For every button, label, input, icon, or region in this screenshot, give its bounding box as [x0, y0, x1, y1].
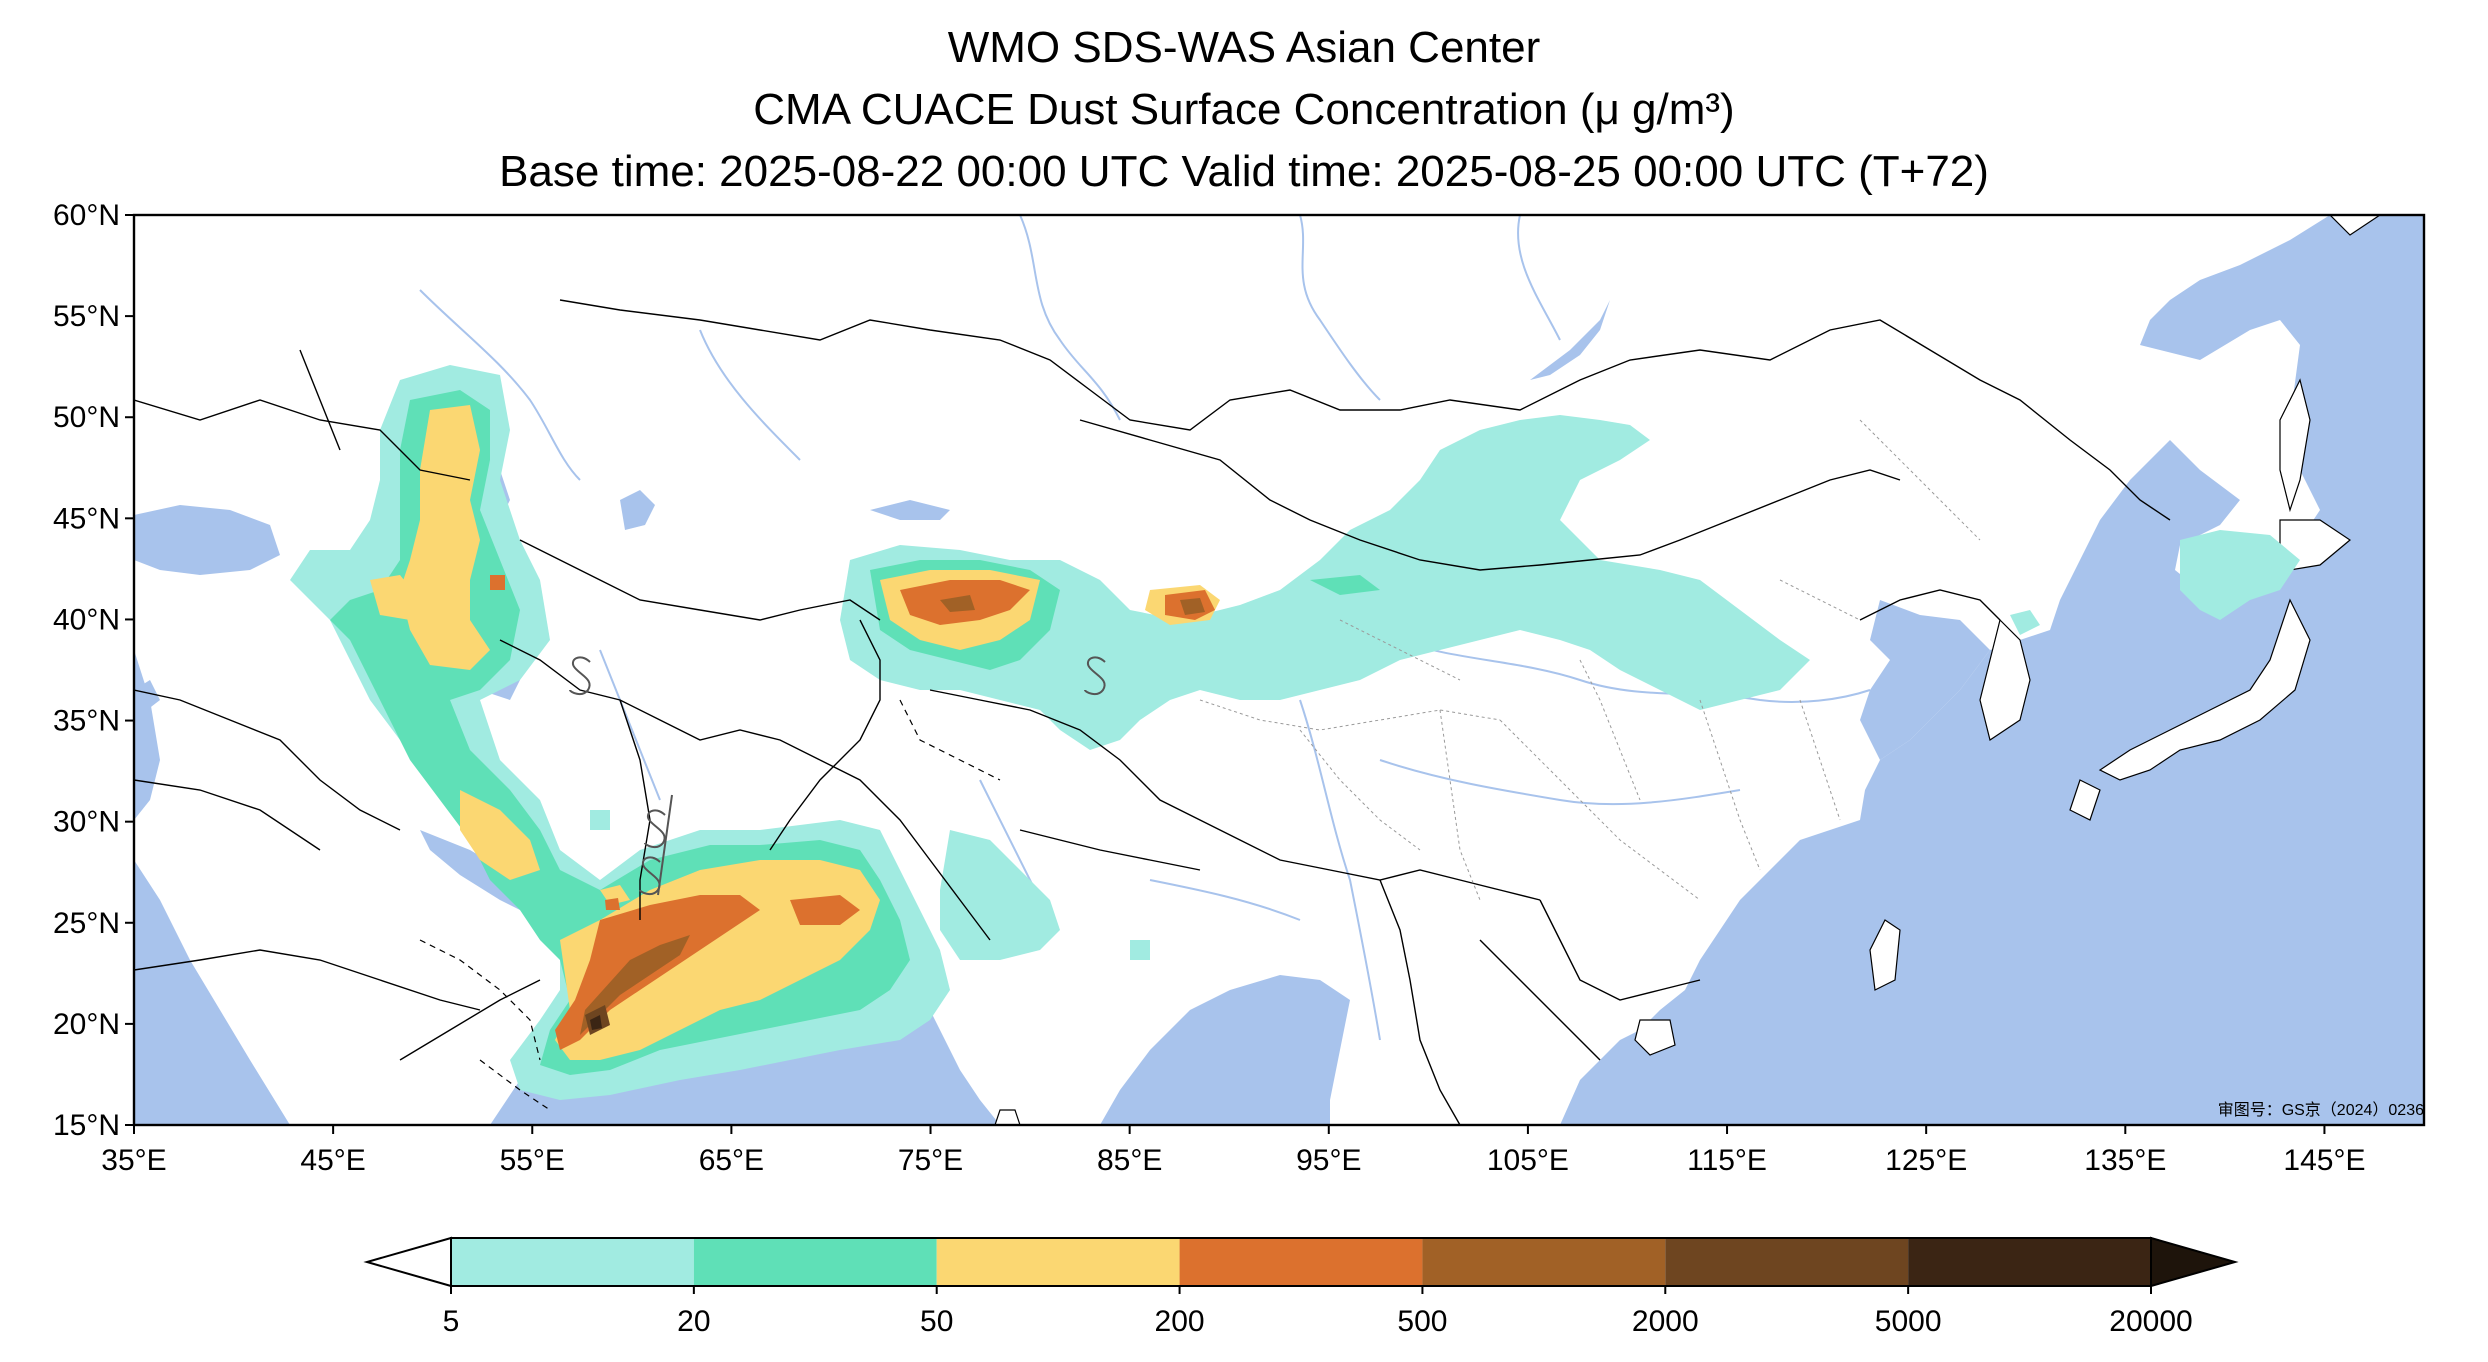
- colorbar-tick-label: 20000: [2109, 1305, 2192, 1338]
- colorbar-tick-label: 50: [920, 1305, 953, 1338]
- colorbar-tick-label: 5000: [1875, 1305, 1942, 1338]
- colorbar-cell: [1665, 1238, 1909, 1286]
- title-line-1: WMO SDS-WAS Asian Center: [947, 23, 1541, 72]
- colorbar-tick-label: 2000: [1632, 1305, 1699, 1338]
- lat-tick-label: 20°N: [53, 1008, 120, 1041]
- country-borders: [134, 299, 2171, 1125]
- lon-tick-label: 45°E: [300, 1144, 365, 1177]
- lon-tick-label: 115°E: [1687, 1144, 1767, 1177]
- south-china-sea: [1560, 1000, 1720, 1125]
- sri-lanka: [994, 1109, 1021, 1125]
- japan-kyushu: [2069, 779, 2101, 821]
- dust-contours: [290, 365, 2300, 1100]
- colorbar-cell: [1179, 1238, 1423, 1286]
- colorbar-over-arrow: [2150, 1236, 2239, 1288]
- lon-tick-label: 95°E: [1296, 1144, 1361, 1177]
- latitude-axis: 60°N 55°N 50°N 45°N 40°N 35°N 30°N 25°N 20°N 15°N: [53, 199, 134, 1142]
- islands: [994, 215, 2382, 1125]
- lon-tick-label: 105°E: [1487, 1144, 1569, 1177]
- map-frame: [132, 213, 2426, 1127]
- lon-tick-label: 125°E: [1885, 1144, 1967, 1177]
- lake-balkhash: [870, 500, 950, 520]
- lat-tick-label: 45°N: [53, 502, 120, 535]
- lat-tick-label: 60°N: [53, 199, 120, 232]
- bay-of-bengal: [1100, 975, 1350, 1125]
- colorbar-cell: [451, 1238, 694, 1286]
- rivers: [419, 215, 1871, 1041]
- colorbar-tick-label: 500: [1397, 1305, 1447, 1338]
- dust-level-500-2000: [580, 595, 1205, 1035]
- kamchatka-tip: [2329, 215, 2382, 236]
- taiwan: [1869, 919, 1901, 991]
- colorbar-tick-label: 5: [443, 1305, 460, 1338]
- map-plot-area: 审图号：GS京（2024）0236号: [134, 215, 2440, 1125]
- longitude-axis: 35°E 45°E 55°E 65°E 75°E 85°E 95°E 105°E 115°E 12…: [101, 1125, 2365, 1177]
- colorbar-cell: [1422, 1238, 1666, 1286]
- colorbar-labels: 5 20 50 200 500 2000 5000 20000: [443, 1286, 2193, 1338]
- title-line-3: Base time: 2025-08-22 00:00 UTC Valid ti…: [499, 147, 1989, 196]
- colorbar: 5 20 50 200 500 2000 5000 20000: [363, 1236, 2239, 1338]
- colorbar-tick-label: 200: [1155, 1305, 1205, 1338]
- lon-tick-label: 85°E: [1097, 1144, 1162, 1177]
- province-borders: [1199, 419, 1981, 901]
- mediterranean-sea: [134, 680, 160, 720]
- map-symbols: [569, 656, 1106, 896]
- title-line-2: CMA CUACE Dust Surface Concentration (μ …: [753, 85, 1735, 134]
- aral-sea: [620, 490, 655, 530]
- lat-tick-label: 50°N: [53, 401, 120, 434]
- map-approval-number: 审图号：GS京（2024）0236号: [2218, 1101, 2440, 1119]
- sakhalin: [2279, 378, 2311, 513]
- lat-tick-label: 25°N: [53, 907, 120, 940]
- lon-tick-label: 65°E: [699, 1144, 764, 1177]
- yellow-sea: [1860, 600, 1990, 760]
- lat-tick-label: 30°N: [53, 806, 120, 839]
- disputed-borders: [419, 699, 1001, 1111]
- lon-tick-label: 75°E: [898, 1144, 963, 1177]
- dust-level-5000-20000: [590, 1015, 602, 1030]
- korea: [1979, 618, 2031, 741]
- colorbar-under-arrow: [363, 1236, 452, 1288]
- colorbar-cells: [450, 1237, 2152, 1287]
- indian-ocean: [134, 860, 290, 1125]
- lat-tick-label: 40°N: [53, 603, 120, 636]
- colorbar-cell: [936, 1238, 1180, 1286]
- colorbar-tick-label: 20: [677, 1305, 710, 1338]
- lat-tick-label: 35°N: [53, 705, 120, 738]
- colorbar-cell: [693, 1238, 937, 1286]
- colorbar-cell: [1908, 1238, 2151, 1286]
- hainan: [1634, 1019, 1676, 1056]
- japan-honshu: [2098, 598, 2311, 781]
- lon-tick-label: 145°E: [2283, 1144, 2365, 1177]
- lon-tick-label: 135°E: [2084, 1144, 2166, 1177]
- lon-tick-label: 55°E: [500, 1144, 565, 1177]
- lon-tick-label: 35°E: [101, 1144, 166, 1177]
- lat-tick-label: 55°N: [53, 300, 120, 333]
- black-sea: [134, 505, 280, 575]
- lat-tick-label: 15°N: [53, 1109, 120, 1142]
